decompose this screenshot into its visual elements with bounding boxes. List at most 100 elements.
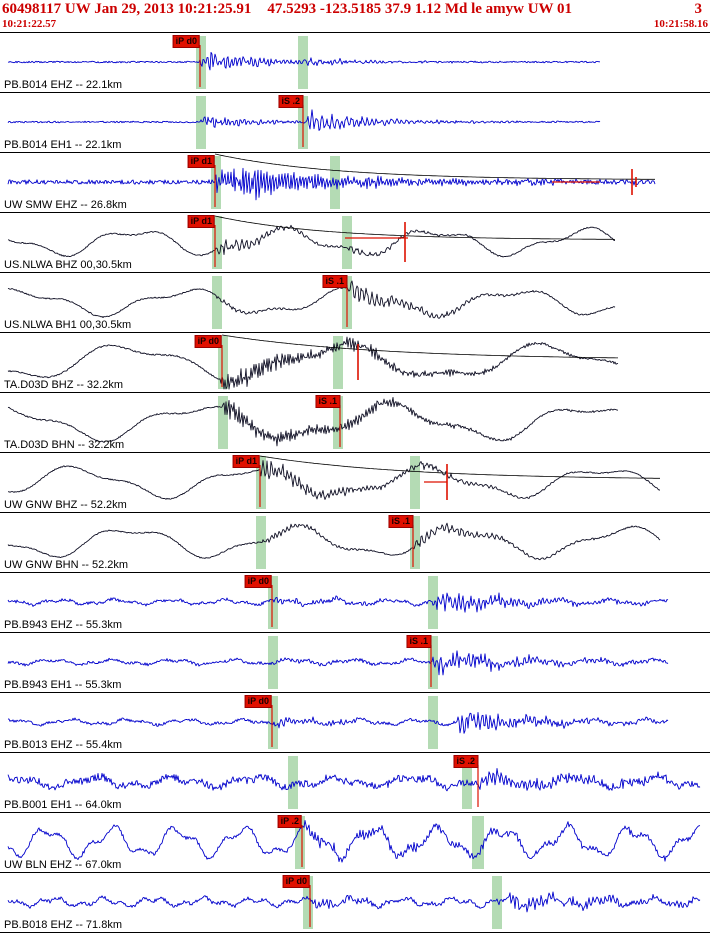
trace-label: PB.B014 EHZ -- 22.1km: [4, 79, 122, 91]
arrival-band: [295, 816, 305, 869]
pick-flag[interactable]: iP d1: [187, 155, 215, 168]
event-count: 3: [694, 1, 703, 17]
trace-plot: [7, 96, 601, 149]
arrival-band: [428, 636, 438, 689]
arrival-band: [212, 216, 222, 269]
event-title-line: 60498117 UW Jan 29, 2013 10:21:25.91 47.…: [0, 0, 710, 18]
event-location-title: 47.5293 -123.5185 37.9 1.12 Md le amyw U…: [267, 1, 573, 17]
trace-plot: [7, 455, 660, 509]
trace-plot: [7, 756, 701, 809]
trace-row[interactable]: iP d1 UW SMW EHZ -- 26.8km: [0, 153, 710, 213]
trace-row[interactable]: iS .1 UW GNW BHN -- 52.2km: [0, 513, 710, 573]
arrival-band: [268, 576, 278, 629]
waveform: [7, 522, 661, 561]
trace-label: PB.B018 EHZ -- 71.8km: [4, 919, 122, 931]
pick-flag[interactable]: iP d0: [282, 875, 310, 888]
arrival-band: [410, 516, 420, 569]
waveform: [7, 51, 600, 71]
trace-row[interactable]: iS .2 PB.B001 EH1 -- 64.0km: [0, 753, 710, 813]
trace-plot: [7, 576, 669, 629]
trace-plot: [7, 334, 619, 390]
trace-row[interactable]: iP d0 PB.B014 EHZ -- 22.1km: [0, 33, 710, 93]
header: 60498117 UW Jan 29, 2013 10:21:25.91 47.…: [0, 0, 710, 32]
trace-row[interactable]: iP d0 PB.B943 EHZ -- 55.3km: [0, 573, 710, 633]
arrival-band: [298, 36, 308, 89]
trace-row[interactable]: iP d0 PB.B018 EHZ -- 71.8km: [0, 873, 710, 933]
waveform: [7, 280, 616, 319]
arrival-band: [472, 816, 484, 869]
arrival-band: [410, 456, 420, 509]
arrival-band: [218, 396, 228, 449]
trace-row[interactable]: iS .1 PB.B943 EH1 -- 55.3km: [0, 633, 710, 693]
pick-flag[interactable]: iP d0: [194, 335, 222, 348]
trace-plot: [7, 215, 616, 269]
arrival-band: [256, 456, 266, 509]
arrival-band: [303, 876, 313, 929]
pick-flag[interactable]: iS .1: [322, 275, 347, 288]
coda-decay-curve: [259, 455, 660, 479]
trace-label: PB.B014 EH1 -- 22.1km: [4, 139, 122, 151]
pick-flag[interactable]: iS .1: [315, 395, 340, 408]
pick-flag[interactable]: iS .2: [453, 755, 478, 768]
trace-label: PB.B943 EHZ -- 55.3km: [4, 619, 122, 631]
trace-plot: [7, 396, 619, 449]
window-end-time: 10:21:58.16: [653, 18, 708, 30]
waveform: [7, 592, 669, 613]
window-start-time: 10:21:22.57: [2, 18, 57, 30]
trace-row[interactable]: iS .1 TA.D03D BHN -- 32.2km: [0, 393, 710, 453]
trace-row[interactable]: iS .1 US.NLWA BH1 00,30.5km: [0, 273, 710, 333]
arrival-band: [196, 96, 206, 149]
trace-label: US.NLWA BHZ 00,30.5km: [4, 259, 132, 271]
trace-row[interactable]: iP d0 TA.D03D BHZ -- 32.2km: [0, 333, 710, 393]
pick-flag[interactable]: iP d0: [244, 575, 272, 588]
arrival-band: [462, 756, 472, 809]
waveform: [7, 336, 619, 390]
trace-label: UW GNW BHN -- 52.2km: [4, 559, 129, 571]
trace-label: UW BLN EHZ -- 67.0km: [4, 859, 122, 871]
trace-row[interactable]: iP d0 PB.B013 EHZ -- 55.4km: [0, 693, 710, 753]
trace-plot: [7, 636, 669, 689]
pick-flag[interactable]: iS .1: [388, 515, 413, 528]
trace-label: TA.D03D BHN -- 32.2km: [4, 439, 125, 451]
pick-flag[interactable]: iS .1: [406, 635, 431, 648]
pick-flag[interactable]: iP d0: [172, 35, 200, 48]
event-id-title: 60498117 UW Jan 29, 2013 10:21:25.91: [2, 1, 252, 17]
pick-flag[interactable]: iP d1: [232, 455, 260, 468]
trace-row[interactable]: iP d1 UW GNW BHZ -- 52.2km: [0, 453, 710, 513]
trace-row[interactable]: iP .2 UW BLN EHZ -- 67.0km: [0, 813, 710, 873]
waveform: [7, 224, 616, 258]
arrival-band: [428, 696, 438, 749]
trace-label: UW GNW BHZ -- 52.2km: [4, 499, 127, 511]
arrival-band: [342, 216, 352, 269]
coda-decay-curve: [214, 153, 655, 180]
waveform: [7, 768, 701, 792]
waveform: [7, 396, 619, 447]
trace-label: PB.B001 EH1 -- 64.0km: [4, 799, 122, 811]
arrival-band: [333, 396, 343, 449]
waveform: [7, 167, 656, 201]
pick-flag[interactable]: iP .2: [277, 815, 302, 828]
trace-label: PB.B013 EHZ -- 55.4km: [4, 739, 122, 751]
waveform: [7, 460, 660, 500]
trace-row[interactable]: iP d1 US.NLWA BHZ 00,30.5km: [0, 213, 710, 273]
waveform: [7, 820, 701, 863]
trace-plot: [7, 36, 600, 89]
trace-label: UW SMW EHZ -- 26.8km: [4, 199, 127, 211]
pick-flag[interactable]: iS .2: [278, 95, 303, 108]
arrival-band: [212, 276, 222, 329]
arrival-band: [268, 696, 278, 749]
trace-label: TA.D03D BHZ -- 32.2km: [4, 379, 123, 391]
trace-row[interactable]: iS .2 PB.B014 EH1 -- 22.1km: [0, 93, 710, 153]
coda-decay-curve: [221, 334, 618, 359]
pick-flag[interactable]: iP d0: [244, 695, 272, 708]
arrival-band: [492, 876, 502, 929]
trace-plot: [7, 516, 661, 569]
trace-plot: [7, 153, 656, 209]
coda-decay-curve: [214, 215, 615, 240]
trace-plot: [7, 696, 669, 749]
pick-flag[interactable]: iP d1: [187, 215, 215, 228]
waveform: [7, 650, 669, 676]
waveform-trace-list: iP d0 PB.B014 EHZ -- 22.1km iS .2 PB.B014 E…: [0, 32, 710, 933]
trace-label: US.NLWA BH1 00,30.5km: [4, 319, 132, 331]
